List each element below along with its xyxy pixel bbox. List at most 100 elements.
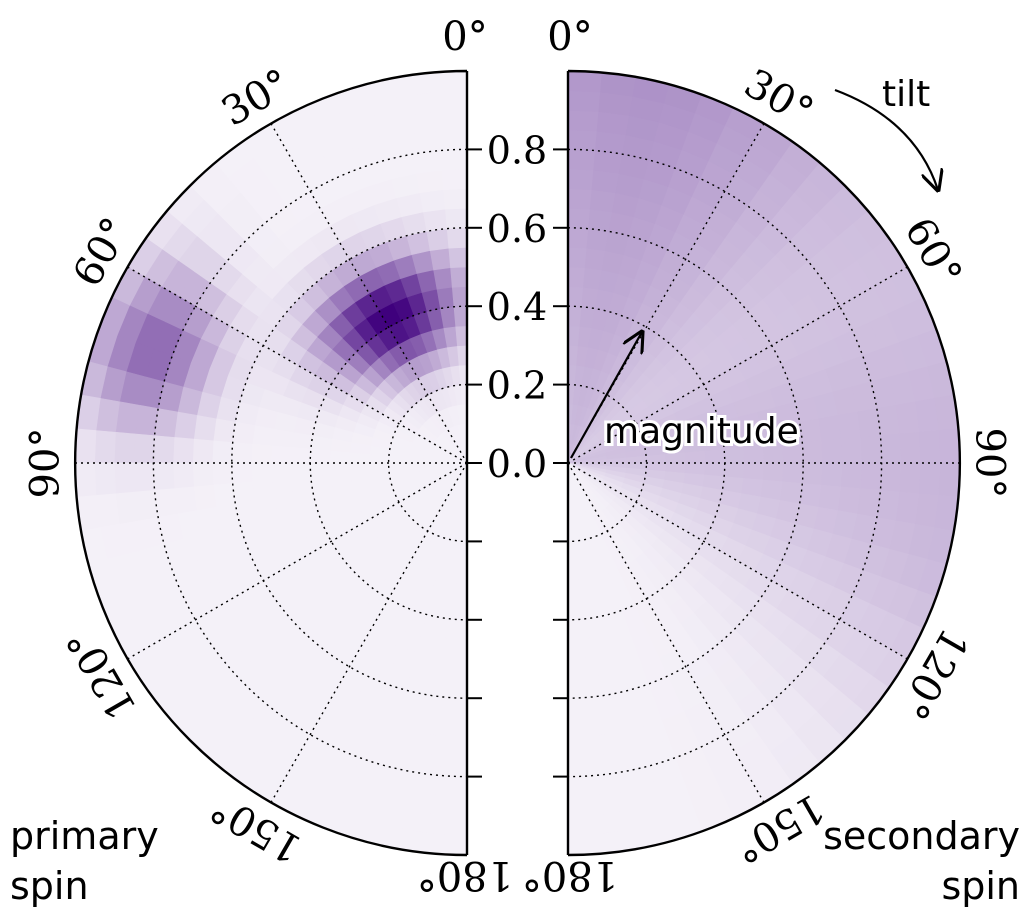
heatmap-cell [446, 227, 468, 249]
heatmap-cell [412, 150, 442, 174]
heatmap-cell [938, 428, 961, 464]
heatmap-cell [567, 227, 589, 249]
primary-spin-label: primary [10, 814, 159, 858]
heatmap-cell [801, 462, 824, 486]
heatmap-cell [782, 462, 804, 484]
grid-arc [387, 383, 468, 543]
heatmap-cell [192, 438, 214, 464]
heatmap-cell [857, 488, 881, 518]
heatmap-cell [588, 694, 613, 718]
heatmap-cell [567, 696, 591, 719]
heatmap-cell [899, 431, 922, 464]
heatmap-cell [583, 636, 603, 659]
heatmap-cell [743, 462, 765, 481]
polar-grid [75, 123, 960, 803]
heatmap-cell [349, 452, 370, 464]
heatmap-cell [154, 408, 178, 438]
heatmap-cell [567, 560, 579, 581]
heatmap-cell [458, 540, 468, 562]
grid-arc [231, 227, 468, 699]
heatmap-cell [567, 716, 593, 738]
grid-arc [567, 227, 804, 699]
heatmap-cell [567, 736, 594, 758]
heatmap-cell [436, 617, 454, 640]
heatmap-cell [435, 109, 468, 132]
heatmap-cell [860, 462, 882, 491]
heatmap-cell [434, 90, 468, 112]
heatmap-cell [425, 228, 449, 252]
heatmap-cell [591, 169, 620, 194]
radial-tick-label: 0.8 [487, 128, 547, 172]
heatmap-cell [821, 462, 843, 488]
primary-spin-heatmap [74, 70, 468, 856]
heatmap-cell [880, 462, 902, 493]
heatmap-cell [429, 655, 451, 679]
heatmap-cell [415, 169, 444, 194]
heatmap-cell [454, 579, 468, 601]
heatmap-cell [567, 638, 586, 660]
heatmap-cell [290, 432, 313, 450]
heatmap-cell [133, 462, 155, 493]
heatmap-cell [799, 483, 823, 508]
heatmap-cell [434, 814, 468, 836]
angle-tick-label: 0° [442, 14, 487, 60]
heatmap-cell [422, 694, 447, 718]
heatmap-cell [270, 445, 292, 464]
heatmap-cell [192, 462, 214, 488]
heatmap-cell [581, 617, 599, 640]
heatmap-cell [567, 129, 598, 151]
tilt-annotation: tilt [882, 74, 930, 115]
heatmap-cell [821, 438, 843, 464]
heatmap-cell [270, 462, 292, 481]
heatmap-cell [435, 794, 468, 817]
heatmap-cell [593, 752, 623, 776]
heatmap-cell [94, 462, 116, 496]
heatmap-cell [762, 462, 784, 483]
heatmap-cell [441, 168, 468, 190]
radial-tick-label: 0.6 [487, 207, 547, 251]
heatmap-cell [723, 462, 745, 479]
heatmap-cell [113, 431, 136, 464]
heatmap-cell [567, 207, 591, 230]
heatmap-cell [567, 188, 593, 210]
heatmap-cell [704, 462, 726, 477]
heatmap-cell [567, 833, 603, 856]
angle-tick-label: 90° [966, 428, 1012, 499]
heatmap-cell [211, 462, 234, 486]
heatmap-cell [442, 716, 468, 738]
heatmap-cell [113, 462, 136, 495]
heatmap-cell [422, 208, 447, 232]
heatmap-cell [567, 70, 603, 93]
heatmap-cell [899, 462, 922, 495]
heatmap-cell [231, 462, 253, 484]
heatmap-cell [172, 462, 194, 489]
heatmap-cell [567, 579, 581, 601]
heatmap-cell [415, 732, 444, 757]
heatmap-cell [567, 149, 596, 171]
heatmap-cell [567, 775, 598, 797]
heatmap-cell [586, 674, 610, 698]
heatmap-cell [567, 109, 600, 132]
heatmap-cell [665, 452, 686, 464]
heatmap-cell [449, 266, 468, 288]
heatmap-cell [567, 305, 582, 327]
heatmap-cell [567, 325, 581, 347]
heatmap-cell [329, 450, 351, 464]
heatmap-cell [453, 599, 468, 621]
heatmap-cell [232, 421, 256, 445]
heatmap-cell [446, 677, 468, 699]
heatmap-cell [857, 408, 881, 438]
heatmap-cell [453, 305, 468, 327]
angle-tick-label: 180° [417, 852, 513, 898]
heatmap-cell [193, 484, 217, 511]
primary-spin-label-line2: spin [10, 864, 89, 908]
heatmap-cell [439, 149, 468, 171]
radial-tick-label: 0.2 [487, 364, 547, 408]
heatmap-cell [412, 752, 442, 776]
heatmap-cell [567, 814, 601, 836]
heatmap-cell [841, 437, 863, 464]
angle-tick-label: 90° [23, 428, 69, 499]
heatmap-cell [94, 430, 116, 464]
heatmap-cell [329, 462, 351, 476]
